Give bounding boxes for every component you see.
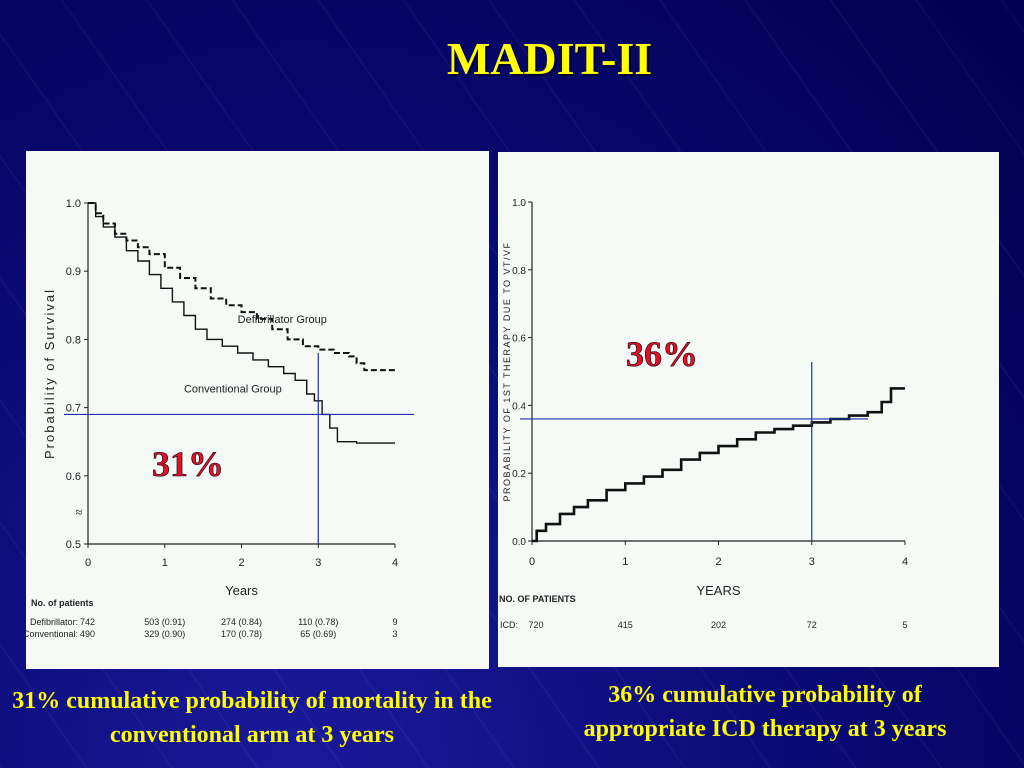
- at-risk-value: 503 (0.91): [144, 617, 185, 627]
- at-risk-value: 3: [392, 629, 397, 639]
- at-risk-value: 110 (0.78): [298, 617, 338, 627]
- at-risk-row-label: Conventional:: [26, 629, 78, 639]
- y-tick-label: 0.5: [66, 539, 81, 551]
- x-tick-label: 1: [622, 556, 628, 568]
- y-tick-label: 1.0: [512, 198, 526, 209]
- at-risk-value: 274 (0.84): [221, 617, 262, 627]
- series-label-conventional: Conventional Group: [184, 384, 282, 396]
- y-tick-label: 0.6: [66, 471, 81, 483]
- x-tick-label: 2: [238, 557, 244, 569]
- x-tick-label: 3: [809, 556, 815, 568]
- series-label-defibrillator: Defibrillator Group: [238, 314, 327, 326]
- y-axis-title: Probability of Survival: [42, 288, 57, 459]
- icd-therapy-chart: 0.0 0.2 0.4 0.6 0.8 1.0 0 1 2 3 4 YEARS PROBABILITY …: [499, 198, 908, 630]
- at-risk-value: 202: [711, 620, 726, 630]
- survival-chart-panel: 0.5 0.6 0.7 0.8 0.9 1.0 0 1 2 3 4 ≈ Years Probability…: [26, 151, 489, 669]
- x-tick-label: 4: [902, 556, 908, 568]
- icd-therapy-chart-panel: 0.0 0.2 0.4 0.6 0.8 1.0 0 1 2 3 4 YEARS PROBABILITY …: [498, 152, 999, 667]
- at-risk-value: 65 (0.69): [300, 629, 336, 639]
- at-risk-value: 329 (0.90): [144, 629, 185, 639]
- y-axis-title: PROBABILITY OF 1ST THERAPY DUE TO VT/VF: [502, 241, 512, 501]
- at-risk-row-label: ICD:: [500, 620, 518, 630]
- x-axis-title: Years: [225, 583, 258, 598]
- at-risk-value: 720: [528, 620, 543, 630]
- slide-title: MADIT-II: [446, 33, 653, 84]
- caption-icd-therapy: 36% cumulative probability of appropriat…: [583, 682, 947, 742]
- x-tick-label: 1: [162, 557, 168, 569]
- y-tick-label: 0.6: [512, 334, 526, 345]
- caption-mortality: 31% cumulative probability of mortality …: [12, 688, 492, 748]
- y-tick-label: 0.7: [66, 403, 81, 415]
- x-tick-label: 0: [85, 557, 91, 569]
- x-tick-label: 4: [392, 557, 398, 569]
- at-risk-value: 9: [392, 617, 397, 627]
- x-axis-title: YEARS: [696, 583, 740, 598]
- y-tick-label: 0.0: [512, 537, 526, 548]
- y-tick-label: 0.2: [512, 469, 526, 480]
- highlight-percent-36: 36%: [626, 334, 698, 374]
- at-risk-value: 170 (0.78): [221, 629, 262, 639]
- x-tick-label: 0: [529, 556, 535, 568]
- at-risk-title: No. of patients: [31, 598, 94, 608]
- x-tick-label: 2: [715, 556, 721, 568]
- at-risk-value: 5: [902, 620, 907, 630]
- x-tick-label: 3: [315, 557, 321, 569]
- at-risk-value: 415: [618, 620, 633, 630]
- highlight-percent-31: 31%: [152, 444, 224, 484]
- series-line-defibrillator: [88, 202, 395, 372]
- y-tick-label: 0.4: [512, 401, 526, 412]
- at-risk-value: 72: [807, 620, 817, 630]
- y-tick-label: 1.0: [66, 198, 81, 210]
- at-risk-title: NO. OF PATIENTS: [499, 594, 576, 604]
- axis-break-symbol: ≈: [75, 505, 82, 520]
- y-tick-label: 0.9: [66, 266, 81, 278]
- at-risk-row-label: Defibrillator:: [30, 617, 78, 627]
- survival-chart: 0.5 0.6 0.7 0.8 0.9 1.0 0 1 2 3 4 ≈ Years Probability…: [26, 198, 414, 639]
- series-line-conventional: [88, 202, 395, 444]
- y-tick-label: 0.8: [66, 334, 81, 346]
- at-risk-value: 490: [80, 629, 95, 639]
- y-tick-label: 0.8: [512, 266, 526, 277]
- series-line-icd: [532, 387, 905, 543]
- at-risk-value: 742: [80, 617, 95, 627]
